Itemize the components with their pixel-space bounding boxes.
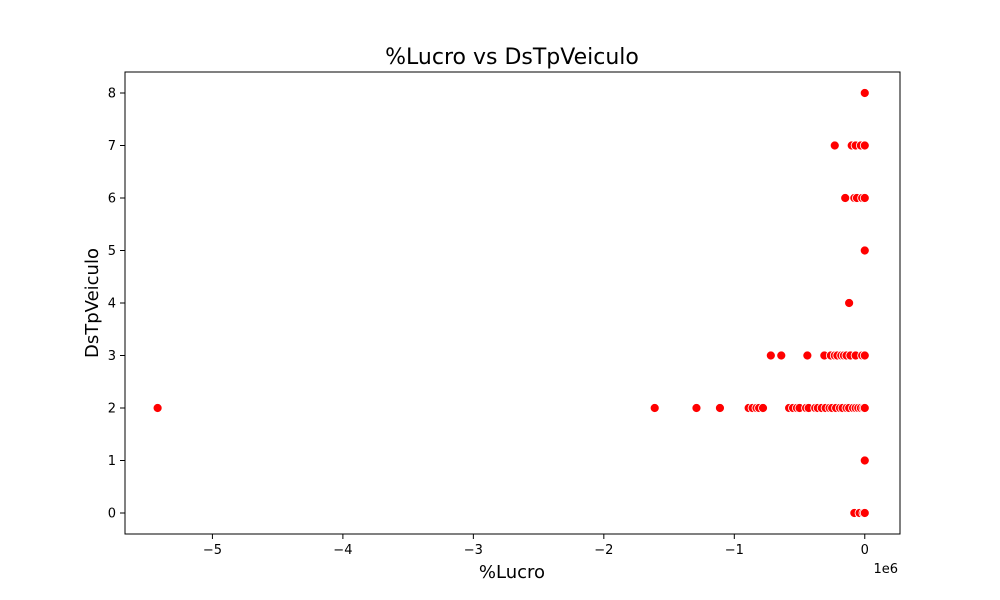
x-tick-label: −1 — [725, 543, 744, 558]
y-tick-label: 2 — [108, 402, 116, 417]
y-axis-ticks: 0 1 2 3 4 5 6 7 8 — [108, 87, 125, 522]
x-tick-label: −2 — [594, 543, 613, 558]
y-tick-label: 3 — [108, 349, 116, 364]
data-point — [776, 350, 787, 361]
data-point — [829, 140, 840, 151]
x-axis-ticks: −5 −4 −3 −2 −1 0 — [203, 534, 869, 558]
x-tick-label: −3 — [464, 543, 483, 558]
data-point — [691, 403, 702, 413]
data-point — [649, 403, 660, 413]
data-point — [859, 403, 870, 413]
data-point — [844, 298, 855, 308]
data-point — [859, 350, 870, 361]
x-tick-label: −5 — [203, 543, 222, 558]
data-point — [859, 140, 870, 151]
data-point — [859, 508, 870, 518]
data-point — [859, 455, 870, 466]
data-point — [840, 193, 851, 203]
data-point — [152, 403, 163, 413]
data-point — [859, 193, 870, 203]
x-tick-label: −4 — [333, 543, 352, 558]
data-point — [859, 245, 870, 256]
chart-title: %Lucro vs DsTpVeiculo — [385, 45, 639, 70]
y-tick-label: 7 — [108, 139, 116, 154]
data-point — [715, 403, 725, 413]
data-point — [859, 88, 870, 98]
x-axis-label: %Lucro — [479, 562, 545, 583]
y-tick-label: 4 — [108, 297, 116, 312]
x-axis-offset-label: 1e6 — [873, 562, 898, 577]
x-tick-label: 0 — [861, 543, 869, 558]
y-tick-label: 8 — [108, 87, 116, 102]
y-tick-label: 5 — [108, 244, 116, 259]
y-tick-label: 1 — [108, 454, 116, 469]
data-point — [802, 350, 813, 361]
data-points — [152, 88, 870, 518]
y-tick-label: 0 — [108, 507, 116, 522]
data-point — [758, 403, 768, 413]
y-axis-label: DsTpVeiculo — [82, 248, 103, 358]
y-tick-label: 6 — [108, 192, 116, 207]
data-point — [765, 350, 776, 361]
